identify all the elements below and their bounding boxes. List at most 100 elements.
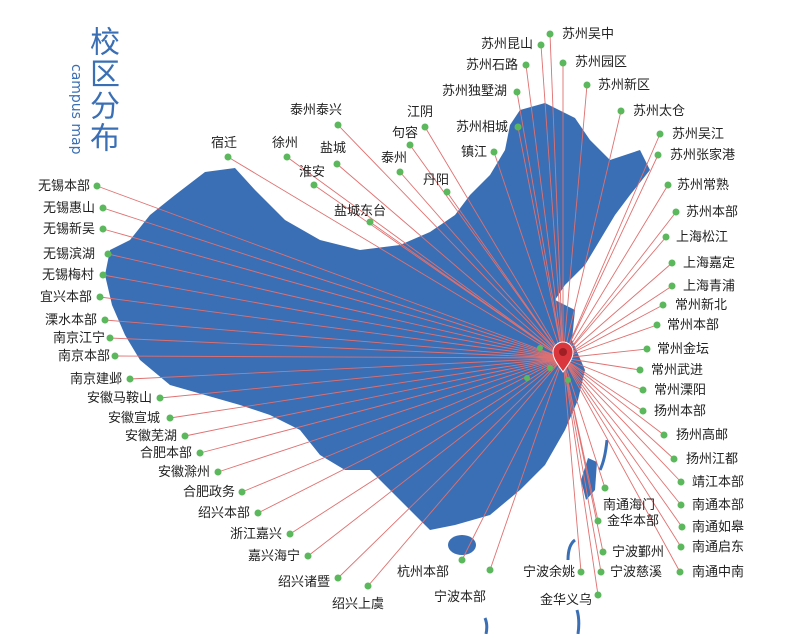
campus-marker[interactable]: 南通如皋 [678, 519, 745, 535]
campus-marker[interactable]: 扬州本部 [639, 404, 707, 419]
campus-marker[interactable]: 无锡梅村 [42, 268, 107, 283]
campus-marker[interactable]: 扬州高邮 [660, 427, 729, 443]
campus-marker[interactable]: 溧水本部 [45, 313, 109, 328]
campus-label: 南通启东 [692, 539, 744, 555]
campus-marker[interactable]: 杭州本部 [397, 556, 466, 581]
campus-marker[interactable]: 合肥政务 [183, 484, 246, 500]
campus-marker[interactable]: 无锡新吴 [43, 221, 107, 237]
connection-line [562, 211, 677, 359]
campus-marker[interactable]: 淮安 [299, 165, 325, 189]
campus-marker[interactable]: 丹阳 [423, 173, 451, 196]
campus-dot [99, 271, 107, 279]
campus-marker[interactable]: 绍兴诸暨 [278, 574, 342, 591]
campus-dot [594, 591, 602, 599]
campus-marker[interactable]: 常州溧阳 [639, 383, 707, 398]
campus-label: 合肥本部 [140, 446, 192, 461]
campus-dot [677, 478, 685, 486]
campus-marker[interactable]: 浙江嘉兴 [230, 527, 294, 542]
campus-marker[interactable]: 常州武进 [636, 363, 704, 378]
campus-marker[interactable]: 常州金坛 [643, 341, 710, 357]
campus-marker[interactable]: 宜兴本部 [40, 290, 104, 305]
campus-marker[interactable]: 嘉兴海宁 [248, 548, 312, 564]
campus-dot [126, 375, 134, 383]
campus-marker[interactable]: 安徽芜湖 [125, 429, 189, 444]
campus-marker[interactable]: 金华本部 [594, 513, 660, 529]
connection-line [102, 228, 564, 359]
campus-marker[interactable]: 镇江 [461, 145, 498, 160]
campus-marker[interactable]: 宁波余姚 [523, 564, 585, 580]
campus-marker[interactable]: 合肥本部 [140, 446, 204, 461]
campus-marker[interactable]: 泰州泰兴 [290, 103, 342, 129]
connection-line [446, 191, 564, 359]
campus-marker[interactable]: 安徽马鞍山 [87, 390, 164, 406]
campus-label: 无锡梅村 [42, 268, 94, 283]
page-title: 校区分布 [84, 26, 119, 154]
campus-dot [522, 61, 530, 69]
campus-marker[interactable]: 无锡滨湖 [43, 246, 112, 262]
campus-marker[interactable]: 无锡惠山 [43, 201, 107, 216]
campus-dot [304, 552, 312, 560]
campus-marker[interactable]: 上海青浦 [668, 279, 736, 294]
campus-marker[interactable]: 盐城 [320, 141, 346, 168]
campus-label: 无锡本部 [38, 179, 90, 194]
campus-marker[interactable]: 上海松江 [662, 230, 729, 245]
campus-marker[interactable]: 苏州吴江 [656, 126, 725, 142]
campus-marker[interactable]: 绍兴上虞 [332, 582, 384, 613]
campus-marker[interactable]: 安徽滁州 [158, 464, 222, 480]
campus-dot [486, 566, 494, 574]
campus-marker[interactable]: 句容 [392, 125, 418, 149]
campus-label: 金华义乌 [540, 592, 592, 608]
campus-dot [104, 250, 112, 258]
campus-marker[interactable]: 江阴 [407, 105, 433, 131]
campus-marker[interactable]: 南京建邺 [70, 371, 134, 387]
campus-marker[interactable]: 常州新北 [659, 297, 728, 313]
campus-marker[interactable]: 徐州 [272, 136, 298, 161]
campus-marker[interactable]: 靖江本部 [677, 475, 745, 490]
campus-marker[interactable]: 苏州园区 [559, 54, 628, 70]
campus-marker[interactable]: 南通启东 [677, 539, 745, 555]
campus-dot [599, 548, 607, 556]
campus-marker[interactable]: 宿迁 [211, 135, 237, 161]
connection-line [129, 357, 564, 380]
campus-marker[interactable]: 苏州相城 [456, 119, 522, 135]
campus-marker[interactable]: 南通本部 [677, 497, 745, 513]
campus-marker[interactable]: 泰州 [381, 151, 407, 176]
campus-marker[interactable]: 苏州太仓 [617, 103, 686, 119]
campus-marker[interactable]: 绍兴本部 [198, 506, 262, 521]
campus-dot [524, 375, 530, 381]
campus-marker[interactable]: 安徽宣城 [108, 410, 174, 426]
campus-label: 南京江宁 [53, 330, 105, 346]
campus-dot [443, 188, 451, 196]
campus-marker[interactable]: 苏州昆山 [481, 36, 545, 52]
campus-dot [166, 414, 174, 422]
campus-dot [565, 377, 571, 383]
campus-dot [96, 293, 104, 301]
campus-marker[interactable]: 扬州江都 [670, 452, 739, 467]
connection-line [199, 357, 564, 454]
campus-marker[interactable]: 常州本部 [653, 318, 720, 333]
campus-marker[interactable]: 宁波本部 [434, 566, 494, 606]
campus-marker[interactable]: 无锡本部 [38, 179, 101, 194]
campus-dot [101, 316, 109, 324]
campus-marker[interactable]: 苏州吴中 [546, 26, 615, 42]
campus-marker[interactable]: 苏州本部 [672, 204, 739, 220]
campus-label: 溧水本部 [45, 313, 97, 328]
campus-label: 无锡新吴 [43, 221, 95, 237]
campus-marker[interactable]: 上海嘉定 [668, 256, 736, 271]
campus-marker[interactable]: 苏州张家港 [654, 147, 736, 163]
campus-marker[interactable]: 南通中南 [676, 564, 745, 580]
campus-marker[interactable]: 南京本部 [58, 348, 119, 364]
connection-line [336, 163, 564, 359]
campus-marker[interactable]: 苏州石路 [466, 57, 530, 73]
campus-label: 苏州园区 [575, 54, 627, 70]
campus-label: 嘉兴海宁 [248, 548, 300, 564]
campus-marker[interactable]: 苏州新区 [583, 77, 651, 93]
campus-marker[interactable]: 盐城东台 [334, 204, 386, 226]
campus-marker[interactable]: 苏州常熟 [664, 177, 730, 193]
campus-marker[interactable]: 南通海门 [601, 484, 656, 514]
campus-marker[interactable]: 金华义乌 [540, 591, 602, 609]
campus-marker[interactable]: 苏州独墅湖 [442, 83, 521, 99]
campus-marker[interactable]: 南京江宁 [53, 330, 114, 346]
campus-marker[interactable]: 宁波鄞州 [599, 544, 665, 560]
campus-marker[interactable]: 宁波慈溪 [597, 564, 663, 580]
